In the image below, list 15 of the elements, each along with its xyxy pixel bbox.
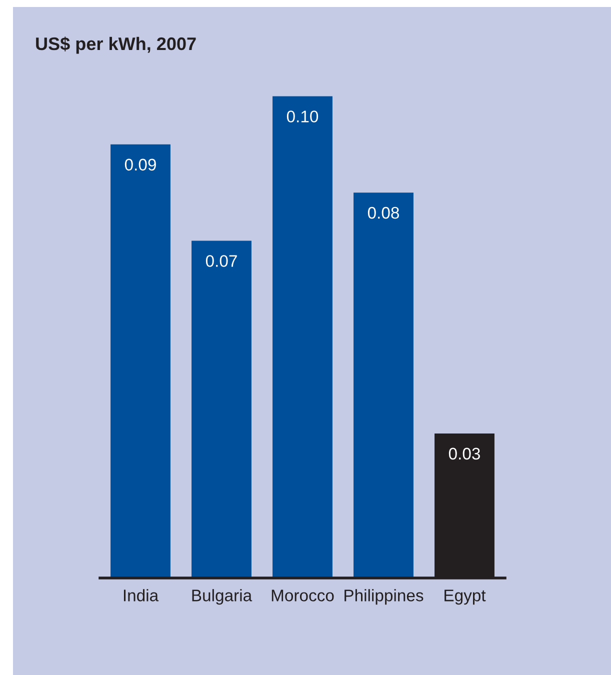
bar bbox=[110, 144, 170, 578]
x-tick-label: Bulgaria bbox=[192, 589, 252, 605]
bar bbox=[354, 192, 414, 578]
x-tick-label: Egypt bbox=[444, 590, 486, 605]
x-tick-label: Philippines bbox=[344, 589, 424, 605]
data-label: 0.09 bbox=[124, 158, 156, 171]
bar bbox=[192, 240, 252, 578]
chart-title: US$ per kWh, 2007 bbox=[36, 36, 196, 54]
data-label: 0.07 bbox=[206, 255, 237, 267]
data-label: 0.03 bbox=[448, 448, 480, 460]
x-tick-label: India bbox=[124, 589, 159, 602]
x-tick-label: Morocco bbox=[272, 590, 334, 602]
data-label: 0.10 bbox=[286, 110, 318, 122]
data-label: 0.08 bbox=[368, 206, 399, 219]
bar bbox=[272, 96, 332, 578]
